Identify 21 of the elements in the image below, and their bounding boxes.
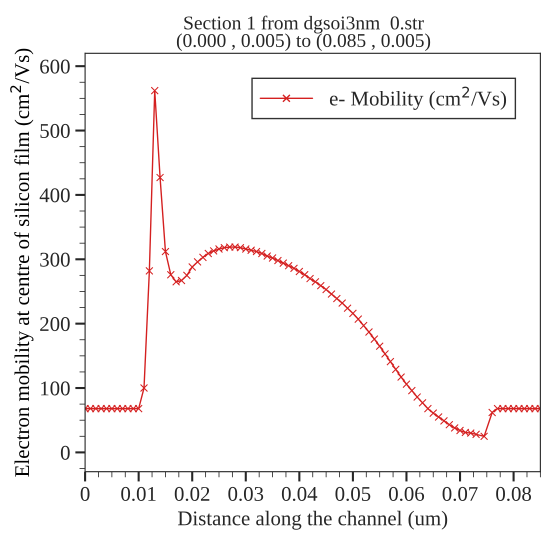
x-tick-label: 0.04 — [282, 486, 318, 502]
x-tick-label: 0.02 — [174, 486, 210, 502]
x-tick-label: 0.01 — [121, 486, 156, 502]
x-axis-title: Distance along the channel (um) — [178, 510, 448, 530]
x-tick-label: 0.06 — [389, 486, 424, 502]
y-axis-title: Electron mobility at centre of silicon film (cm$^{2}$/Vs) — [10, 48, 34, 477]
x-tick-label: 0 — [80, 486, 90, 501]
x-tick-label: 0.08 — [496, 486, 532, 502]
y-tick-label: 100 — [41, 381, 70, 396]
chart-title: Section 1 from dgsoi3nm 0.str — [184, 16, 424, 34]
x-tick-label: 0.07 — [442, 486, 478, 502]
y-tick-label: 500 — [40, 124, 70, 138]
y-tick-label: 600 — [40, 60, 70, 74]
x-tick-label: 0.05 — [335, 486, 370, 502]
y-tick-label: 200 — [40, 317, 70, 332]
y-tick-label: 300 — [40, 252, 70, 267]
x-tick-label: 0.03 — [228, 486, 264, 502]
legend-label: e- Mobility (cm$^{2}$/Vs) — [330, 86, 506, 110]
y-tick-label: 400 — [40, 188, 70, 202]
y-tick-label: 0 — [60, 446, 70, 460]
chart-subtitle: (0.000 , 0.005) to (0.085 , 0.005) — [176, 33, 430, 52]
